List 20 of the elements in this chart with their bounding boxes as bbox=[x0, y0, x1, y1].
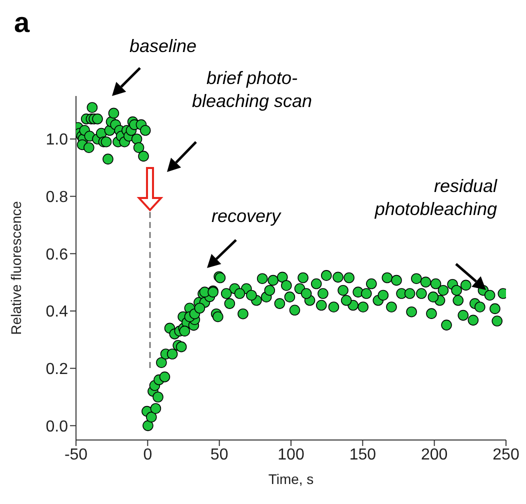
y-tick-label: 0.8 bbox=[46, 189, 68, 206]
annotation: brief photo- bleaching scan bbox=[192, 68, 312, 111]
text: baseline bbox=[129, 36, 197, 56]
y-tick-label: 1.0 bbox=[46, 132, 68, 149]
y-tick-label: 0.2 bbox=[46, 361, 68, 378]
x-tick-label: 250 bbox=[492, 446, 520, 464]
x-tick-label: -50 bbox=[64, 446, 88, 464]
y-axis-title: Relative fluorescence bbox=[8, 200, 24, 335]
annotation: recovery bbox=[211, 206, 282, 226]
y-tick-label: 0.6 bbox=[46, 246, 68, 264]
x-axis-title: Time, s bbox=[268, 471, 314, 487]
y-tick-label: 0.0 bbox=[46, 418, 68, 436]
x-tick-label: 100 bbox=[278, 446, 304, 464]
y-tick-label: 0.4 bbox=[46, 304, 68, 321]
chart-title: a bbox=[14, 7, 30, 38]
x-tick-label: 200 bbox=[420, 446, 448, 464]
x-tick-label: 150 bbox=[349, 446, 376, 464]
x-tick-label: 0 bbox=[143, 446, 152, 464]
annotation: residual photobleaching bbox=[374, 176, 498, 219]
x-tick-label: 50 bbox=[210, 446, 228, 464]
